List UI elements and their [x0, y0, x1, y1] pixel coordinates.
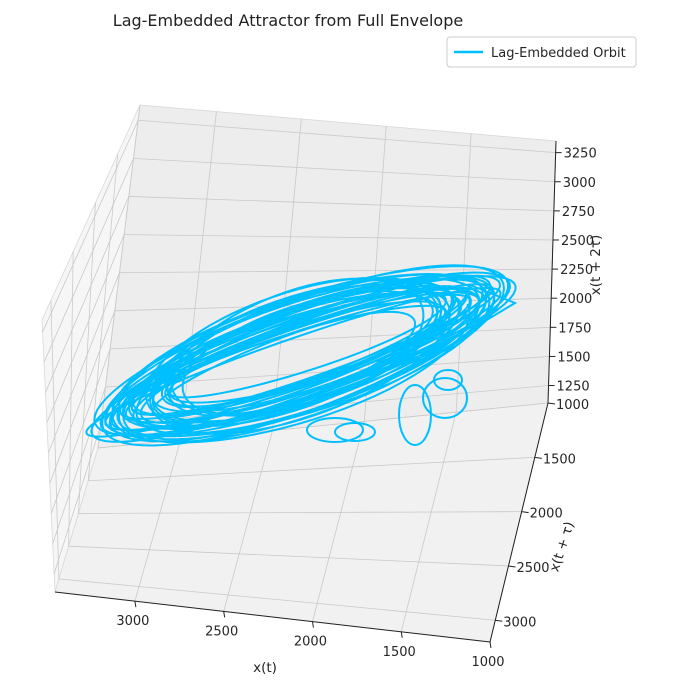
x-tick-mark [489, 641, 492, 649]
x-tick-mark [134, 601, 137, 608]
y-tick-label: 1000 [556, 398, 589, 413]
z-tick-label: 3000 [563, 176, 596, 191]
y-gridline [97, 104, 549, 449]
x-tick-label: 2500 [205, 624, 238, 639]
y-tick-mark [508, 565, 516, 568]
orbit-loop [433, 369, 463, 391]
y-tick-mark [547, 402, 556, 405]
legend-entry: Lag-Embedded Orbit [491, 46, 626, 61]
chart-title: Lag-Embedded Attractor from Full Envelop… [113, 11, 463, 30]
y-tick-mark [495, 619, 503, 622]
axis-lines [54, 140, 557, 643]
z-tick-label: 2750 [562, 205, 595, 220]
z-tick-label: 1500 [557, 350, 590, 365]
y-tick-label: 2000 [530, 507, 563, 522]
x-tick-mark [311, 621, 314, 628]
x-tick-label: 3000 [116, 614, 149, 629]
x-tick-label: 1500 [383, 645, 416, 660]
x-tick-label: 2000 [294, 635, 327, 650]
z-tick-label: 2000 [559, 292, 592, 307]
y-tick-mark [521, 511, 529, 514]
y-gridline [78, 202, 522, 514]
z-tick-label: 2500 [561, 234, 594, 249]
x-tick-mark [223, 611, 226, 618]
z-gridline [43, 157, 555, 363]
x-axis-line [54, 591, 491, 643]
z-tick-label: 3250 [564, 147, 597, 162]
y-axis-line [489, 402, 549, 643]
orbit-loop [398, 384, 432, 446]
y-gridline [68, 251, 509, 567]
x-tick-label: 1000 [471, 655, 504, 670]
orbit-loop [306, 417, 364, 443]
orbit-loop [422, 377, 468, 419]
z-gridline [46, 234, 553, 423]
z-tick-label: 1250 [557, 380, 590, 395]
z-gridline [45, 196, 554, 393]
z-axis-label: x(t + 2τ) [588, 235, 604, 295]
y-tick-label: 2500 [516, 561, 549, 576]
orbit-spike [469, 284, 518, 331]
orbit-loop [334, 422, 376, 442]
legend-box [446, 36, 637, 68]
y-tick-mark [534, 456, 542, 459]
ticks: 3000 2500 2000 1500 1000 1000 1500 2000 2500 3000… [116, 147, 596, 670]
z-gridline [42, 119, 556, 333]
y-tick-label: 3000 [503, 615, 536, 630]
z-tick-label: 1750 [558, 321, 591, 336]
z-tick-label: 2250 [560, 263, 593, 278]
y-gridline [50, 300, 496, 621]
x-axis-label: x(t) [253, 660, 277, 676]
orbit-series [85, 264, 518, 447]
legend: Lag-Embedded Orbit [446, 36, 637, 68]
z-axis-line [547, 140, 557, 404]
x-tick-mark [400, 631, 403, 638]
y-axis-label: x(t + τ) [547, 520, 578, 574]
y-gridline [87, 153, 535, 482]
y-tick-label: 1500 [543, 452, 576, 467]
